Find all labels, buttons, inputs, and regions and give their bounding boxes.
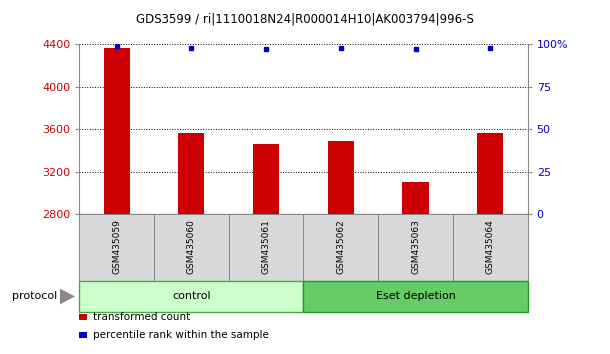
Text: percentile rank within the sample: percentile rank within the sample: [93, 330, 268, 340]
Text: transformed count: transformed count: [93, 312, 190, 322]
Bar: [304, 281, 528, 312]
Text: GSM435059: GSM435059: [112, 219, 121, 274]
Bar: [178, 133, 204, 214]
Bar: [154, 214, 229, 281]
Text: GSM435064: GSM435064: [486, 219, 495, 274]
Text: GSM435062: GSM435062: [336, 219, 345, 274]
Text: control: control: [172, 291, 210, 302]
Text: GDS3599 / ri|1110018N24|R000014H10|AK003794|996-S: GDS3599 / ri|1110018N24|R000014H10|AK003…: [136, 12, 474, 25]
Bar: [229, 214, 304, 281]
Text: GSM435063: GSM435063: [411, 219, 420, 274]
Text: GSM435060: GSM435060: [187, 219, 196, 274]
Bar: [328, 141, 354, 214]
Bar: [378, 214, 453, 281]
Bar: [253, 144, 279, 214]
Bar: [477, 133, 503, 214]
Text: GSM435061: GSM435061: [262, 219, 271, 274]
Bar: [453, 214, 528, 281]
Bar: [79, 281, 303, 312]
Bar: [104, 48, 130, 214]
Bar: [79, 214, 154, 281]
Bar: [304, 214, 378, 281]
Text: protocol: protocol: [12, 291, 57, 302]
Polygon shape: [60, 289, 75, 304]
Bar: [403, 182, 429, 214]
Text: Eset depletion: Eset depletion: [376, 291, 456, 302]
